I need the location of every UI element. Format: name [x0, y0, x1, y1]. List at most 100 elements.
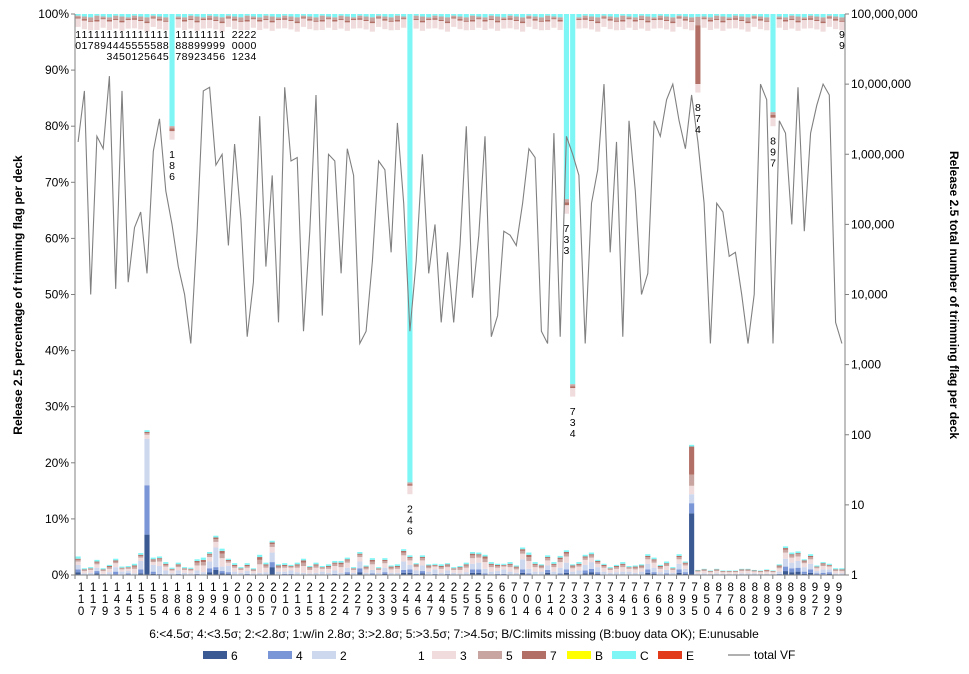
bar-6-798: [682, 573, 688, 575]
top-bar-C-736: [582, 14, 588, 16]
bar-5-795: [670, 568, 676, 570]
top-bar-3-898: [776, 19, 782, 28]
bar-7-780: [645, 555, 651, 558]
bar-C-734: [570, 564, 576, 566]
bar-7-192: [194, 560, 200, 563]
top-bar-3-889: [745, 23, 751, 32]
bar-2-258: [451, 572, 457, 575]
bar-7-203: [244, 564, 250, 567]
bar-C-205: [257, 554, 263, 558]
bar-2-144: [113, 567, 119, 572]
top-bar-C-715: [532, 14, 538, 17]
bar-6-227: [357, 572, 363, 575]
bar-6-152: [138, 573, 144, 575]
bar-3-900: [789, 557, 795, 563]
top-bar-3-928: [820, 23, 826, 32]
y-tick-label: 80%: [45, 119, 69, 133]
top-bar-7-896: [764, 20, 770, 22]
top-bar-5-224: [344, 16, 350, 21]
top-bar-C-901: [795, 14, 801, 17]
top-bar-7-156: [150, 17, 156, 19]
top-bar-3-732: [557, 21, 563, 30]
top-bar-3-188: [181, 21, 188, 30]
top-bar-3-734: [570, 388, 576, 397]
bar-5-248: [419, 558, 426, 561]
bar-C-793: [657, 564, 663, 567]
top-bar-7-769: [632, 19, 638, 22]
bar-2-156: [150, 564, 156, 572]
top-bar-5-215: [307, 16, 313, 20]
bar-5-798: [682, 563, 688, 566]
bar-3-888: [739, 571, 745, 574]
top-bar-5-876: [707, 17, 713, 20]
legend-swatch: [478, 651, 502, 659]
top-bar-5-721: [545, 15, 551, 20]
bar-C-218: [319, 566, 325, 568]
top-bar-5-700: [476, 16, 482, 19]
bar-2-888: [739, 573, 745, 575]
top-bar-C-898: [776, 14, 782, 17]
bar-3-227: [357, 557, 363, 562]
bar-7-701: [482, 556, 488, 559]
top-bar-3-770: [638, 20, 645, 29]
top-bar-3-145: [119, 22, 125, 31]
top-bar-C-705: [507, 14, 513, 16]
top-bar-3-245: [401, 19, 407, 28]
bar-5-703: [494, 566, 501, 568]
bar-4-721: [545, 569, 551, 573]
bar-5-189: [188, 569, 194, 571]
top-bar-7-928: [820, 21, 826, 24]
top-bar-C-896: [764, 14, 770, 18]
top-bar-C-927: [814, 14, 820, 17]
bar-3-144: [113, 563, 119, 568]
bar-3-202: [238, 569, 244, 573]
top-bar-7-235: [388, 20, 394, 22]
top-bar-7-714: [526, 17, 532, 19]
bar-C-202: [238, 567, 244, 569]
bar-5-247: [413, 565, 419, 568]
top-bar-5-247: [413, 15, 419, 20]
bar-7-188: [181, 568, 188, 569]
bar-4-203: [244, 573, 250, 575]
bar-4-246: [407, 569, 413, 573]
top-bar-C-227: [357, 14, 363, 16]
bar-C-119: [100, 568, 106, 570]
top-bar-7-186: [169, 128, 175, 132]
top-bar-5-736: [582, 15, 588, 19]
bar-2-702: [488, 571, 494, 575]
top-bar-3-152: [138, 21, 144, 30]
bar-7-763: [620, 563, 626, 565]
top-bar-3-993: [833, 20, 839, 30]
bar-7-733: [563, 551, 569, 554]
y-tick-label: 60%: [45, 231, 69, 245]
top-bar-3-257: [444, 23, 451, 32]
bar-6-710: [520, 572, 526, 575]
top-bar-C-721: [545, 14, 551, 16]
bar-2-667: [469, 563, 476, 570]
bar-7-761: [607, 568, 613, 569]
bar-7-204: [250, 569, 256, 570]
bar-3-769: [632, 569, 638, 573]
bar-5-210: [282, 566, 288, 568]
top-bar-7-229: [363, 19, 369, 22]
bar-5-876: [707, 571, 713, 573]
bar-2-155: [144, 438, 150, 486]
bar-5-796: [676, 557, 682, 560]
bar-2-899: [782, 558, 789, 567]
bar-C-246: [407, 555, 413, 558]
top-bar-3-215: [307, 20, 313, 30]
top-bar-5-874: [695, 16, 701, 26]
